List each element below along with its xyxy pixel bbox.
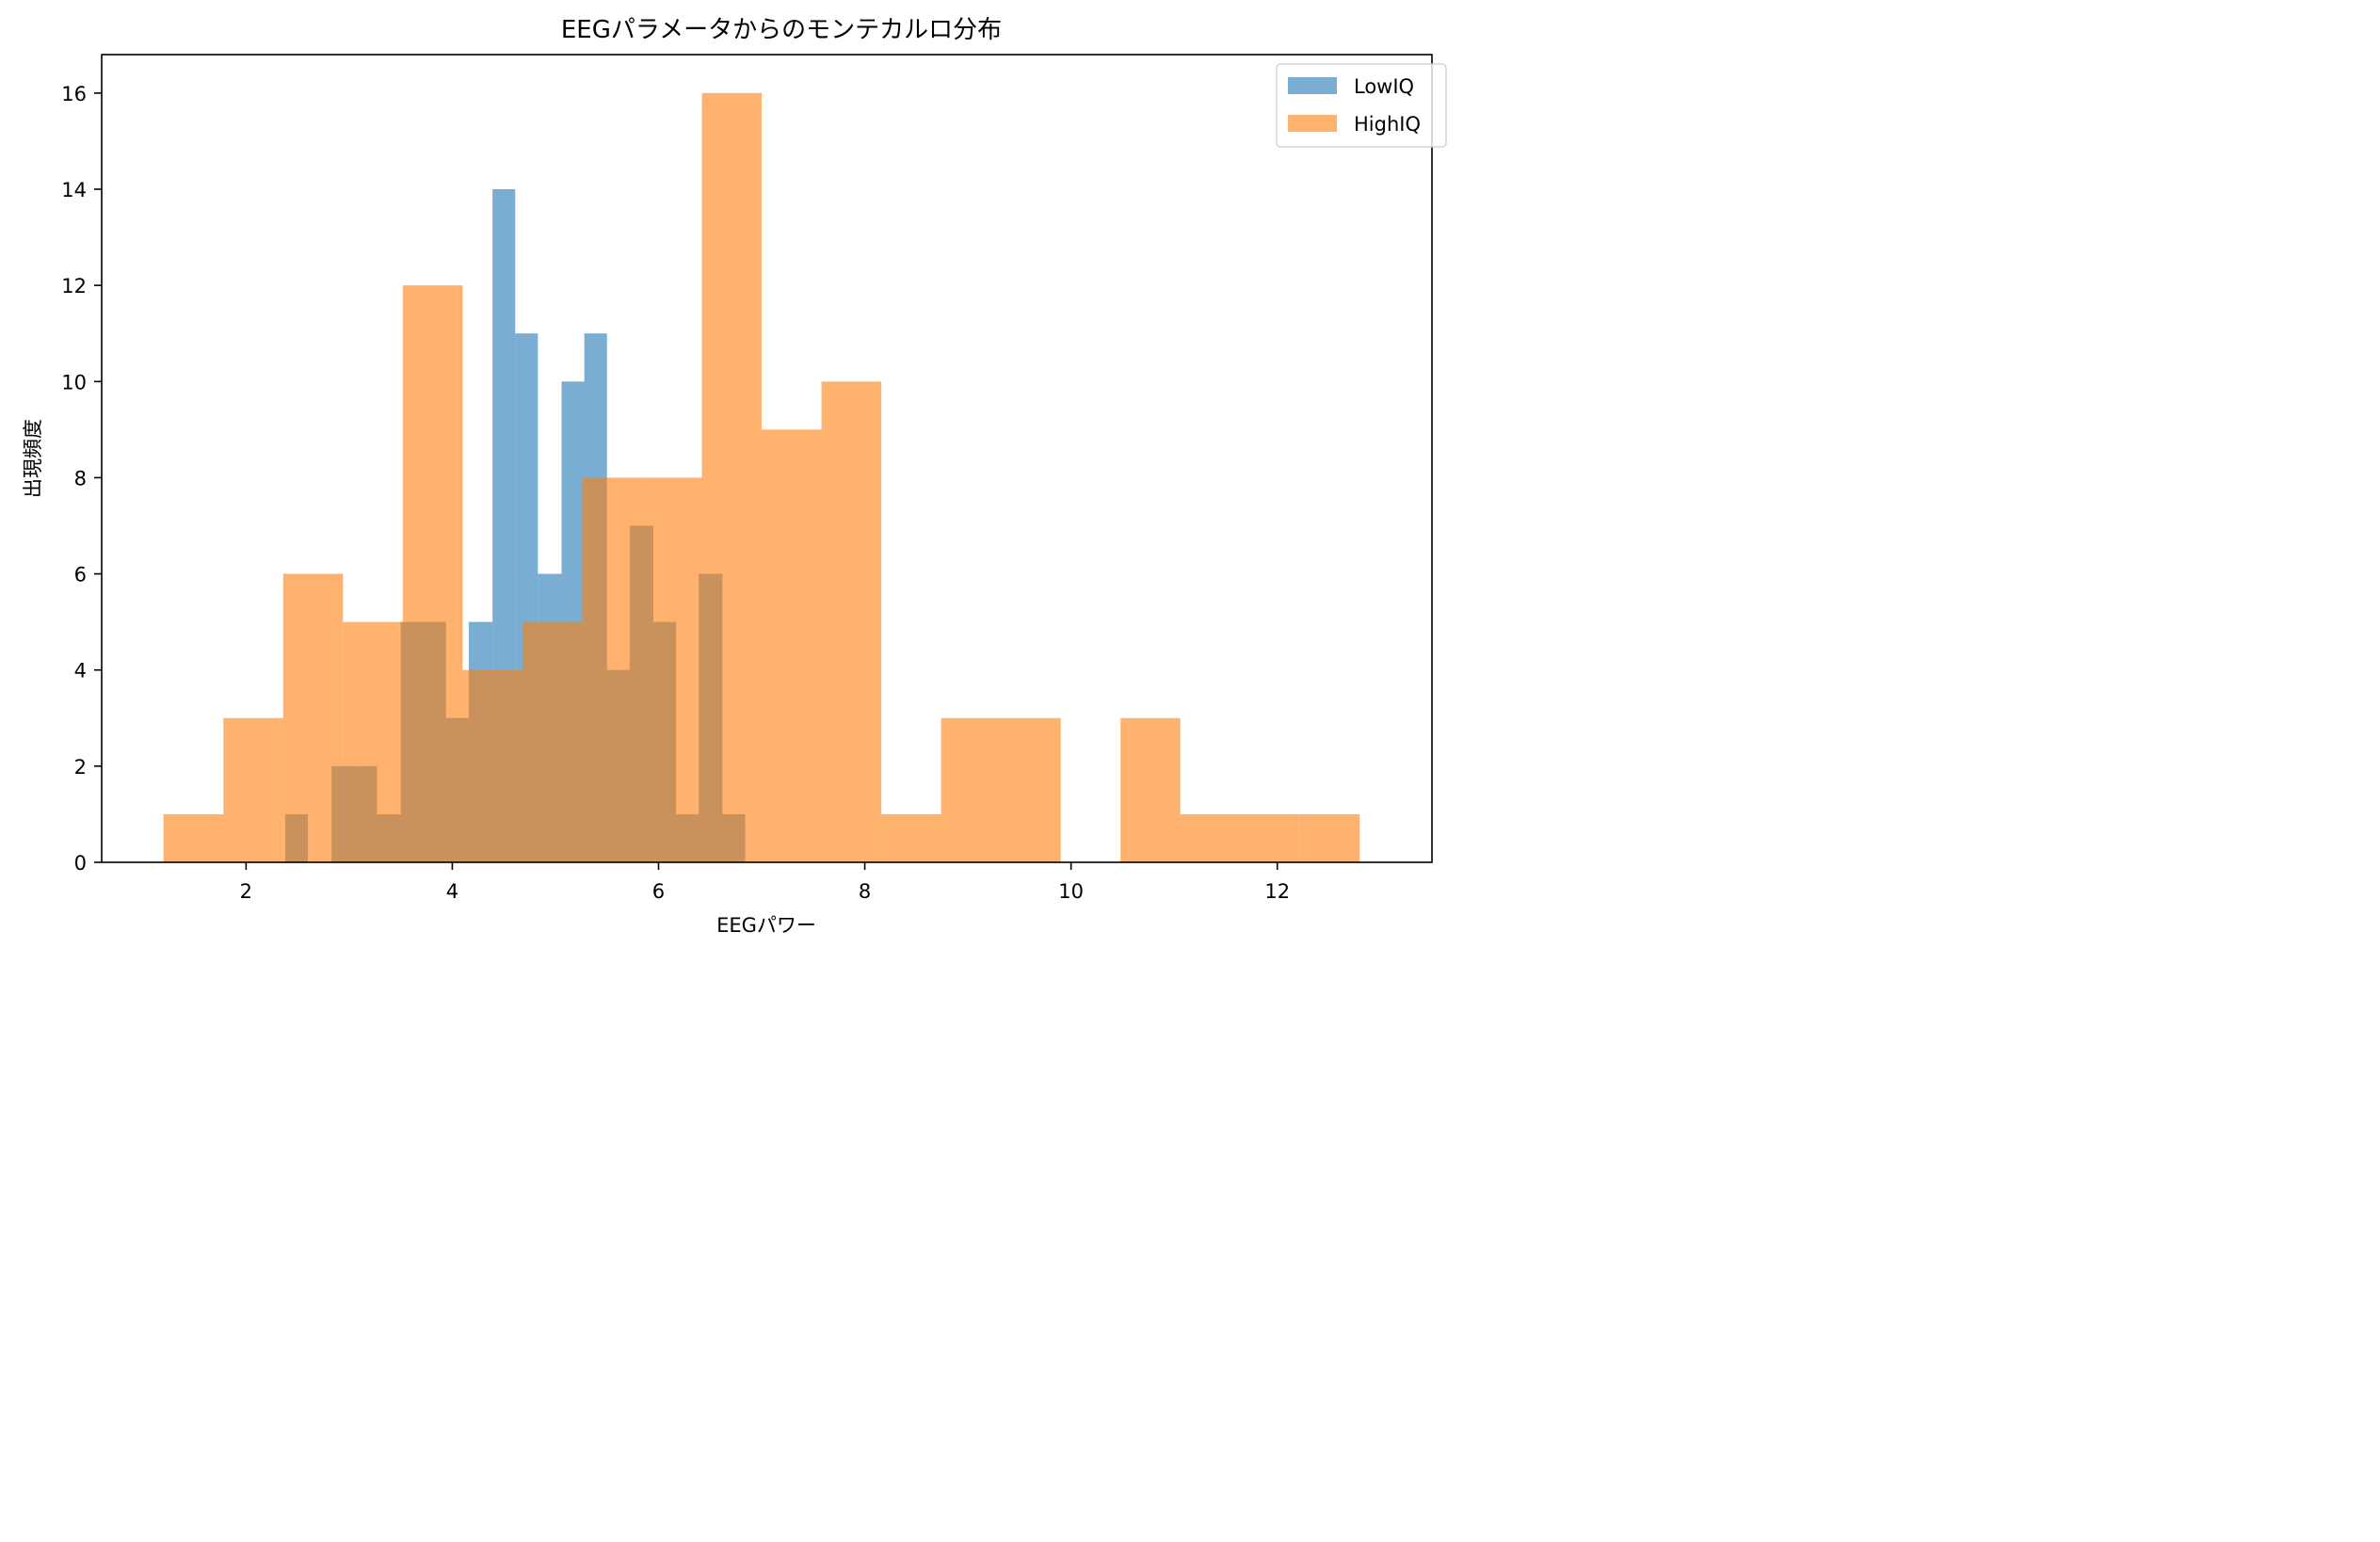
x-axis-ticks: 2 4 6 8 10 12 [240, 862, 1290, 903]
y-tick-label: 14 [61, 179, 87, 201]
bar-highiq-11 [821, 381, 882, 862]
y-tick-label: 8 [74, 467, 87, 490]
y-tick-label: 2 [74, 756, 87, 779]
x-tick-label: 10 [1058, 880, 1084, 903]
bar-highiq-17 [1180, 813, 1241, 862]
bar-highiq-6 [522, 621, 583, 862]
x-tick-label: 12 [1264, 880, 1290, 903]
x-tick-label: 8 [859, 880, 871, 903]
y-tick-label: 6 [74, 564, 87, 586]
x-tick-label: 6 [652, 880, 665, 903]
series-highiq [163, 92, 1360, 863]
bar-highiq-0 [163, 813, 224, 862]
y-tick-label: 4 [74, 660, 87, 683]
x-tick-label: 2 [240, 880, 252, 903]
chart-title: EEGパラメータからのモンテカルロ分布 [561, 16, 1002, 44]
bar-highiq-2 [282, 573, 344, 862]
bar-highiq-14 [1001, 717, 1061, 862]
bar-highiq-9 [701, 92, 763, 863]
bar-highiq-13 [941, 717, 1002, 862]
legend-label-lowiq: LowIQ [1354, 75, 1414, 98]
bar-highiq-10 [762, 429, 822, 862]
bar-highiq-7 [582, 477, 642, 862]
y-axis-ticks: 0 2 4 6 8 10 12 14 16 [61, 83, 102, 875]
legend: LowIQ HighIQ [1276, 63, 1447, 148]
bars-layer [163, 92, 1360, 863]
bar-highiq-12 [881, 813, 941, 862]
y-tick-label: 16 [61, 83, 87, 105]
bar-highiq-3 [343, 621, 403, 862]
bar-highiq-4 [402, 285, 463, 862]
legend-swatch-highiq [1288, 115, 1337, 132]
bar-highiq-1 [223, 717, 283, 862]
histogram-chart: EEGパラメータからのモンテカルロ分布 2 4 6 8 10 12 0 2 4 6 8 10 12 14… [0, 0, 1476, 956]
bar-highiq-18 [1240, 813, 1300, 862]
y-tick-label: 10 [61, 371, 87, 394]
bar-highiq-8 [641, 477, 702, 862]
y-axis-label: 出現頻度 [22, 419, 44, 498]
bar-highiq-16 [1120, 717, 1181, 862]
y-tick-label: 0 [74, 852, 87, 875]
bar-highiq-19 [1299, 813, 1360, 862]
legend-swatch-lowiq [1288, 77, 1337, 94]
y-tick-label: 12 [61, 275, 87, 297]
legend-label-highiq: HighIQ [1354, 113, 1421, 136]
bar-highiq-5 [462, 669, 523, 862]
x-axis-label: EEGパワー [716, 914, 816, 937]
x-tick-label: 4 [446, 880, 458, 903]
plot-frame [101, 54, 1433, 863]
